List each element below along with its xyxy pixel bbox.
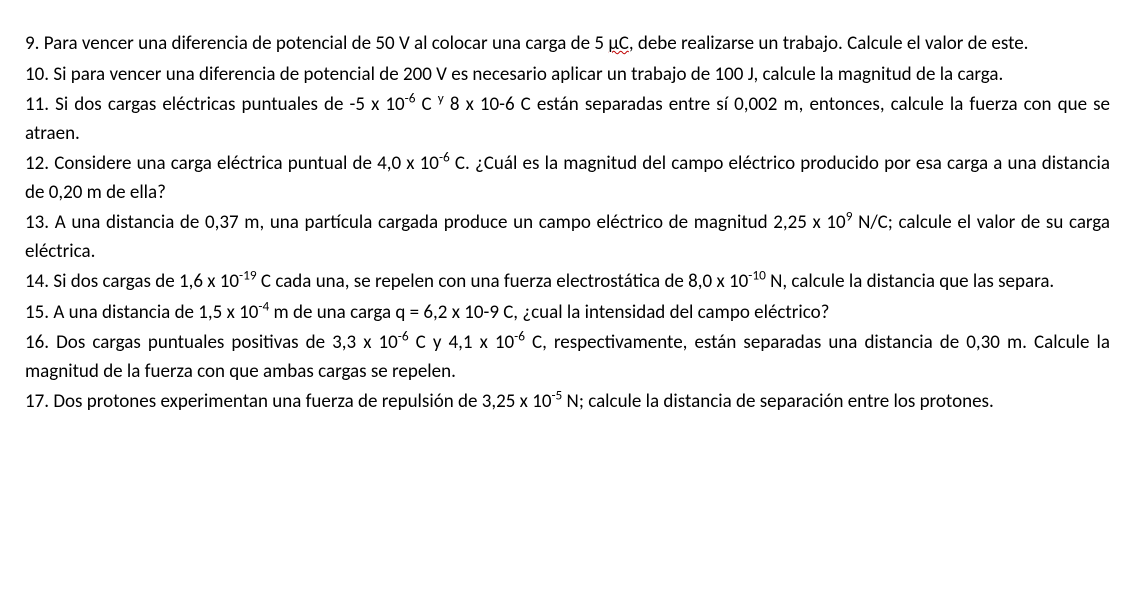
problem-13-text-a: 13. A una distancia de 0,37 m, una partí… [25, 211, 846, 234]
problem-17-exp-1: -5 [551, 387, 562, 404]
problem-9-text-a: 9. Para vencer una diferencia de potenci… [25, 32, 608, 55]
problem-9-squiggle: μC [608, 32, 629, 55]
problem-16: 16. Dos cargas puntuales positivas de 3,… [25, 329, 1110, 386]
problem-15-exp-1: -4 [258, 297, 269, 314]
problem-16-exp-1: -6 [398, 328, 409, 345]
problem-17: 17. Dos protones experimentan una fuerza… [25, 388, 1110, 417]
problem-14-exp-2: -10 [748, 267, 766, 284]
problem-14-text-b: C cada una, se repelen con una fuerza el… [257, 270, 749, 293]
problem-14-text-c: N, calcule la distancia que las separa. [766, 270, 1054, 293]
problem-11: 11. Si dos cargas eléctricas puntuales d… [25, 91, 1110, 148]
problem-15-text-a: 15. A una distancia de 1,5 x 10 [25, 301, 258, 324]
problem-10: 10. Si para vencer una diferencia de pot… [25, 61, 1110, 90]
problem-15-text-b: m de una carga q = 6,2 x 10-9 C, ¿cual l… [269, 301, 829, 324]
problem-15: 15. A una distancia de 1,5 x 10-4 m de u… [25, 299, 1110, 328]
problem-11-text-a: 11. Si dos cargas eléctricas puntuales d… [25, 93, 405, 116]
problem-14: 14. Si dos cargas de 1,6 x 10-19 C cada … [25, 268, 1110, 297]
problem-14-text-a: 14. Si dos cargas de 1,6 x 10 [25, 270, 239, 293]
problem-14-exp-1: -19 [239, 267, 257, 284]
problem-16-text-a: 16. Dos cargas puntuales positivas de 3,… [25, 331, 398, 354]
problem-17-text-b: N; calcule la distancia de separación en… [562, 390, 994, 413]
problem-9: 9. Para vencer una diferencia de potenci… [25, 30, 1110, 59]
problem-12-exp-1: -6 [439, 149, 450, 166]
problem-11-exp-1: -6 [405, 90, 416, 107]
problem-11-text-b: C [415, 93, 437, 116]
problem-17-text-a: 17. Dos protones experimentan una fuerza… [25, 390, 551, 413]
problem-9-text-b: , debe realizarse un trabajo. Calcule el… [629, 32, 1029, 55]
problem-10-text: 10. Si para vencer una diferencia de pot… [25, 63, 1003, 86]
problem-12: 12. Considere una carga eléctrica puntua… [25, 150, 1110, 207]
problem-13: 13. A una distancia de 0,37 m, una partí… [25, 209, 1110, 266]
problem-16-text-b: C y 4,1 x 10 [409, 331, 515, 354]
problem-16-exp-2: -6 [514, 328, 525, 345]
problem-12-text-a: 12. Considere una carga eléctrica puntua… [25, 152, 439, 175]
